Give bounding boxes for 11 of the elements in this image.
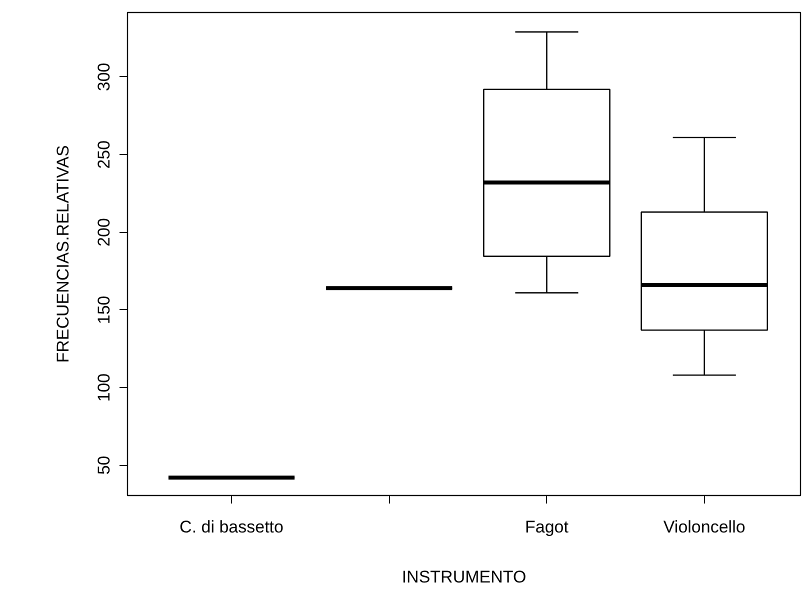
y-tick-label: 250 bbox=[94, 140, 114, 169]
x-tick-label: Violoncello bbox=[663, 518, 746, 536]
y-tick-label: 300 bbox=[94, 62, 114, 92]
y-axis-title: FRECUENCIAS.RELATIVAS bbox=[54, 145, 72, 363]
y-tick-label: 150 bbox=[94, 296, 114, 324]
x-tick-label: C. di bassetto bbox=[180, 518, 284, 536]
y-tick-label: 200 bbox=[94, 218, 114, 246]
x-tick-label: Fagot bbox=[525, 518, 569, 536]
y-tick-label: 50 bbox=[94, 456, 114, 475]
y-tick-label: 100 bbox=[94, 373, 114, 402]
x-axis-title: INSTRUMENTO bbox=[402, 568, 526, 586]
